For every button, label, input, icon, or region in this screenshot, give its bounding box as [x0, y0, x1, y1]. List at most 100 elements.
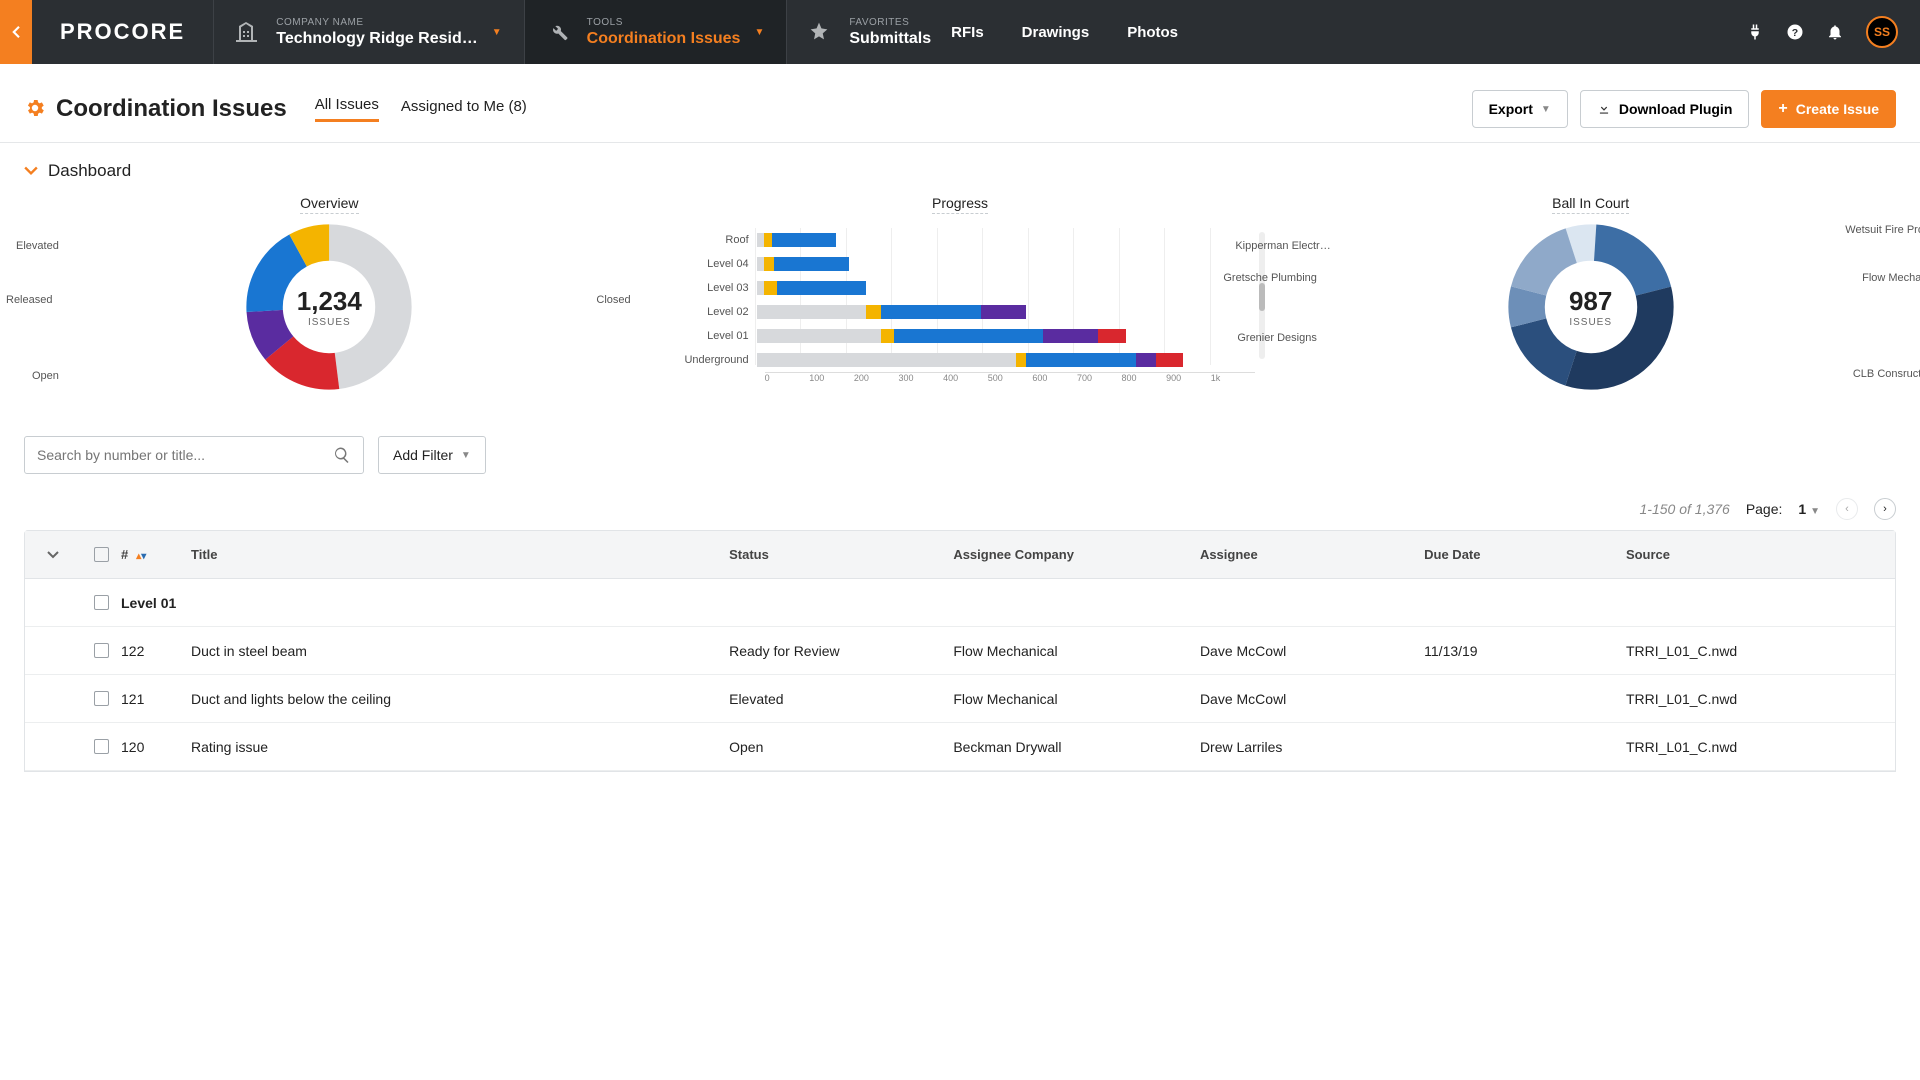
cell-number: 121: [121, 691, 191, 707]
bar-segment: [881, 329, 893, 343]
pager-next-button[interactable]: ›: [1874, 498, 1896, 520]
donut-label: Kipperman Electr…: [1235, 240, 1330, 252]
bar-row[interactable]: Level 01: [665, 324, 1256, 348]
download-plugin-button[interactable]: Download Plugin: [1580, 90, 1750, 128]
tab-all-issues[interactable]: All Issues: [315, 96, 379, 122]
cell-source: TRRI_L01_C.nwd: [1626, 739, 1895, 755]
fav-link[interactable]: RFIs: [951, 24, 984, 41]
progress-chart[interactable]: Roof Level 04Level 03 Level 02 Level 01 Unde…: [655, 222, 1266, 383]
company-value: Technology Ridge Resid…: [276, 30, 478, 48]
group-label: Level 01: [121, 595, 191, 611]
logo[interactable]: PROCORE: [32, 0, 213, 64]
donut-label: Gretsche Plumbing: [1223, 272, 1317, 284]
row-checkbox[interactable]: [94, 643, 109, 658]
donut-label: Closed: [596, 294, 630, 306]
bar-row[interactable]: Roof: [665, 228, 1256, 252]
cell-company: Flow Mechanical: [953, 691, 1200, 707]
page-header: Coordination Issues All Issues Assigned …: [0, 64, 1920, 143]
search-box[interactable]: [24, 436, 364, 474]
search-input[interactable]: [37, 447, 333, 463]
chevron-down-icon: ▼: [461, 450, 471, 461]
export-button[interactable]: Export▼: [1472, 90, 1568, 128]
col-title[interactable]: Title: [191, 547, 729, 562]
create-issue-button[interactable]: +Create Issue: [1761, 90, 1896, 128]
help-icon[interactable]: ?: [1786, 23, 1804, 41]
table-row[interactable]: 121Duct and lights below the ceilingElev…: [25, 675, 1895, 723]
col-status[interactable]: Status: [729, 547, 953, 562]
dashboard-toggle[interactable]: Dashboard: [0, 143, 1920, 189]
cell-assignee: Dave McCowl: [1200, 643, 1424, 659]
add-filter-button[interactable]: Add Filter▼: [378, 436, 486, 474]
fav-link[interactable]: Drawings: [1022, 24, 1090, 41]
bell-icon[interactable]: [1826, 23, 1844, 41]
row-checkbox[interactable]: [94, 739, 109, 754]
overview-count-label: ISSUES: [297, 317, 362, 328]
nav-utilities: ? SS: [1724, 0, 1920, 64]
bar-segment: [764, 257, 774, 271]
nav-back-button[interactable]: [0, 0, 32, 64]
pager: 1-150 of 1,376 Page: 1 ▼ ‹ ›: [0, 488, 1920, 530]
plus-icon: +: [1778, 100, 1787, 118]
dashboard-row: Overview 1,234 ISSUES Elevated Released …: [0, 189, 1920, 422]
cell-status: Open: [729, 739, 953, 755]
fav-eyebrow: FAVORITES: [849, 17, 931, 28]
pager-prev-button[interactable]: ‹: [1836, 498, 1858, 520]
col-number[interactable]: #▴▾: [121, 547, 191, 562]
overview-card: Overview 1,234 ISSUES Elevated Released …: [24, 195, 635, 392]
col-source[interactable]: Source: [1626, 547, 1895, 562]
plug-icon[interactable]: [1746, 23, 1764, 41]
overview-donut[interactable]: 1,234 ISSUES Elevated Released Open Clos…: [24, 222, 635, 392]
bar-segment: [764, 233, 771, 247]
building-icon: [236, 19, 264, 46]
user-avatar[interactable]: SS: [1866, 16, 1898, 48]
cell-title: Rating issue: [191, 739, 729, 755]
ball-donut[interactable]: 987 ISSUES Wetsuit Fire Prot… Flow Mecha…: [1285, 222, 1896, 392]
row-checkbox[interactable]: [94, 691, 109, 706]
chevron-down-icon: ▼: [754, 27, 764, 38]
fav-primary[interactable]: Submittals: [849, 30, 931, 48]
bar-category: Underground: [665, 354, 757, 366]
expand-all-toggle[interactable]: [25, 549, 81, 561]
bar-row[interactable]: Level 02: [665, 300, 1256, 324]
table-row[interactable]: 120Rating issueOpenBeckman DrywallDrew L…: [25, 723, 1895, 771]
cell-number: 122: [121, 643, 191, 659]
bar-segment: [1026, 353, 1136, 367]
bar-segment: [1136, 353, 1156, 367]
company-eyebrow: COMPANY NAME: [276, 17, 478, 28]
bar-row[interactable]: Underground: [665, 348, 1256, 372]
bar-segment: [757, 257, 764, 271]
pager-label: Page:: [1746, 501, 1783, 517]
col-due[interactable]: Due Date: [1424, 547, 1626, 562]
donut-label: Grenier Designs: [1237, 332, 1316, 344]
cell-company: Beckman Drywall: [953, 739, 1200, 755]
bar-row[interactable]: Level 03: [665, 276, 1256, 300]
col-company[interactable]: Assignee Company: [953, 547, 1200, 562]
cell-assignee: Drew Larriles: [1200, 739, 1424, 755]
donut-label: CLB Consruction: [1853, 368, 1920, 380]
bar-segment: [772, 233, 837, 247]
tools-switcher[interactable]: TOOLS Coordination Issues ▼: [524, 0, 787, 64]
table-controls: Add Filter▼: [0, 422, 1920, 488]
group-checkbox[interactable]: [94, 595, 109, 610]
progress-title: Progress: [932, 195, 988, 214]
star-icon: [809, 21, 837, 44]
tools-eyebrow: TOOLS: [587, 17, 741, 28]
select-all-checkbox[interactable]: [94, 547, 109, 562]
bar-category: Roof: [665, 234, 757, 246]
table-group-row[interactable]: Level 01: [25, 579, 1895, 627]
fav-link[interactable]: Photos: [1127, 24, 1178, 41]
bar-row[interactable]: Level 04: [665, 252, 1256, 276]
ball-title: Ball In Court: [1552, 195, 1629, 214]
bar-segment: [757, 281, 764, 295]
gear-icon: [24, 97, 46, 122]
col-assignee[interactable]: Assignee: [1200, 547, 1424, 562]
company-switcher[interactable]: COMPANY NAME Technology Ridge Resid… ▼: [213, 0, 523, 64]
bar-category: Level 02: [665, 306, 757, 318]
bar-segment: [1016, 353, 1026, 367]
tab-assigned-to-me[interactable]: Assigned to Me (8): [401, 98, 527, 121]
bar-segment: [774, 257, 849, 271]
pager-page-select[interactable]: 1 ▼: [1798, 501, 1820, 517]
table-header: #▴▾ Title Status Assignee Company Assign…: [25, 531, 1895, 579]
table-row[interactable]: 122Duct in steel beamReady for ReviewFlo…: [25, 627, 1895, 675]
bar-segment: [866, 305, 881, 319]
